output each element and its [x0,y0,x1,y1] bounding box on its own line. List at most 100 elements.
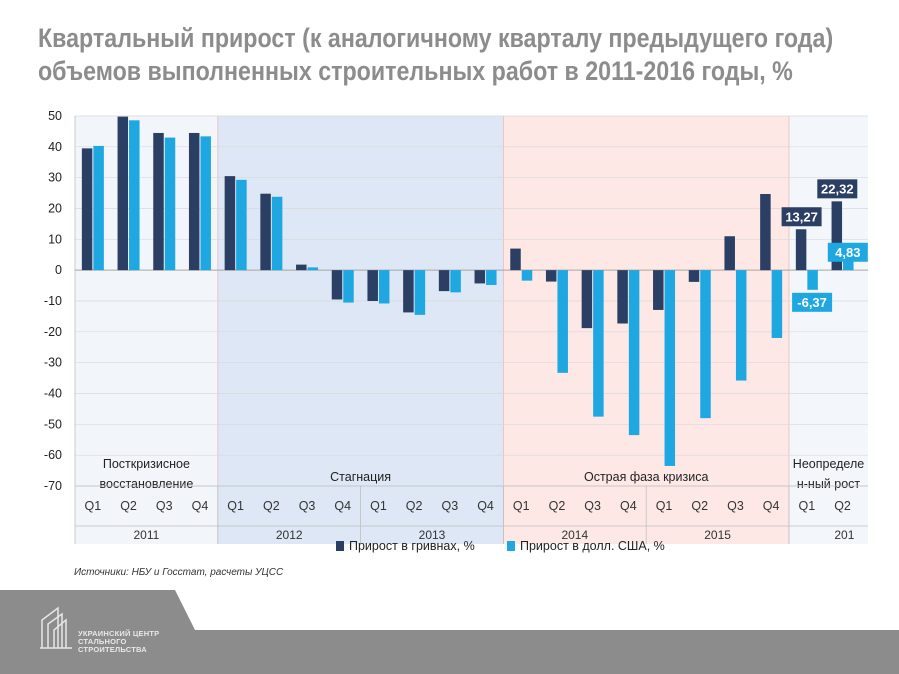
data-label: 13,27 [785,209,818,224]
quarter-tick-label: Q3 [299,499,316,513]
bar-uah [795,229,807,271]
bar-usd [414,270,426,315]
bar-uah [367,270,378,301]
bar-uah [510,248,521,271]
bar-uah [403,270,414,313]
logo-line2: СТАЛЬНОГО [78,637,127,646]
company-logo-text: УКРАИНСКИЙ ЦЕНТР СТАЛЬНОГО СТРОИТЕЛЬСТВА [78,630,159,654]
bar-usd [521,270,533,281]
year-tick-label: 2015 [704,528,731,542]
logo-line1: УКРАИНСКИЙ ЦЕНТР [78,629,160,638]
bar-usd [236,179,247,271]
legend-label: Прирост в гривнах, % [349,539,475,553]
bar-uah [224,176,236,271]
data-label-box [827,242,868,262]
bar-usd [486,270,497,285]
bar-usd [557,270,568,373]
bar-uah [688,270,700,282]
y-tick-label: 40 [48,140,62,154]
source-note: Источники: НБУ и Госстат, расчеты УЦСС [74,567,284,578]
y-tick-label: 10 [48,232,62,246]
quarter-tick-label: Q3 [584,499,601,513]
bar-usd [200,136,211,271]
bar-uah [724,236,735,271]
quarter-tick-label: Q1 [656,499,673,513]
bar-uah [760,194,771,271]
phase-label: Неопределе [793,457,864,471]
data-label-box [792,292,833,312]
bar-usd [129,120,140,271]
bar-usd [843,255,854,271]
bar-usd [378,270,390,304]
bar-uah [81,148,93,271]
year-tick-label: 2013 [419,528,446,542]
quarter-tick-label: Q1 [370,499,387,513]
quarter-tick-label: Q2 [263,499,280,513]
year-tick-label: 2012 [276,528,303,542]
quarter-tick-label: Q3 [156,499,173,513]
data-label: 22,32 [821,181,854,196]
quarter-tick-label: Q1 [85,499,102,513]
data-label-box [817,179,858,199]
quarter-tick-label: Q4 [334,499,351,513]
bar-chart: 50 40 30 20 10 0 -10 -20 -30 -40 -50 -60 -70 13,2722,… [44,109,868,553]
quarter-tick-label: Q2 [120,499,137,513]
chart-title-line2: объемов выполненных строительных работ в… [38,56,793,86]
bar-usd [700,270,711,419]
quarter-tick-label: Q4 [620,499,637,513]
bar-uah [331,270,343,300]
bar-usd [735,270,747,381]
y-tick-label: -50 [44,417,62,431]
bar-usd [164,137,176,271]
quarter-tick-label: Q2 [406,499,423,513]
quarter-tick-label: Q3 [442,499,459,513]
bar-uah [831,201,843,271]
year-tick-label: 201 [834,528,854,542]
bar-uah [117,116,129,271]
phase-label: Посткризисное [103,457,190,471]
legend-swatch [336,541,344,551]
quarter-tick-label: Q4 [477,499,494,513]
y-tick-label: -60 [44,448,62,462]
phase-band [217,116,504,544]
quarter-tick-label: Q4 [192,499,209,513]
quarter-tick-label: Q4 [763,499,780,513]
data-label: 4,83 [835,245,860,260]
quarter-tick-label: Q1 [227,499,244,513]
bar-uah [260,193,271,271]
bar-uah [296,264,307,271]
bar-uah [474,270,486,284]
bar-usd [664,270,676,466]
y-tick-label: -30 [44,356,62,370]
bar-usd [307,267,319,271]
company-logo-icon [40,606,72,649]
quarter-tick-label: Q3 [727,499,744,513]
year-tick-label: 2014 [561,528,588,542]
y-tick-label: 20 [48,202,62,216]
bar-uah [545,270,557,282]
bar-usd [807,270,818,290]
quarter-tick-label: Q2 [691,499,708,513]
bar-usd [771,270,783,338]
bar-usd [628,270,640,436]
quarter-tick-label: Q2 [549,499,566,513]
phase-label: Острая фаза кризиса [584,470,708,484]
bar-uah [653,270,664,310]
chart-title: Квартальный прирост (к аналогичному квар… [38,22,834,88]
y-tick-label: -40 [44,387,62,401]
chart-title-line1: Квартальный прирост (к аналогичному квар… [38,23,834,53]
year-tick-label: 2011 [133,528,159,542]
bar-uah [438,270,450,292]
bar-usd [271,196,283,271]
bar-uah [581,270,593,329]
y-tick-label: -70 [44,479,62,493]
data-label-box [781,207,822,227]
y-tick-label: 50 [48,109,62,123]
quarter-tick-label: Q1 [513,499,530,513]
y-tick-label: -10 [44,294,62,308]
y-tick-label: -20 [44,325,62,339]
bar-uah [188,132,200,271]
legend-label: Прирост в долл. США, % [520,539,665,553]
y-tick-label: 0 [55,263,62,277]
y-tick-label: 30 [48,171,62,185]
